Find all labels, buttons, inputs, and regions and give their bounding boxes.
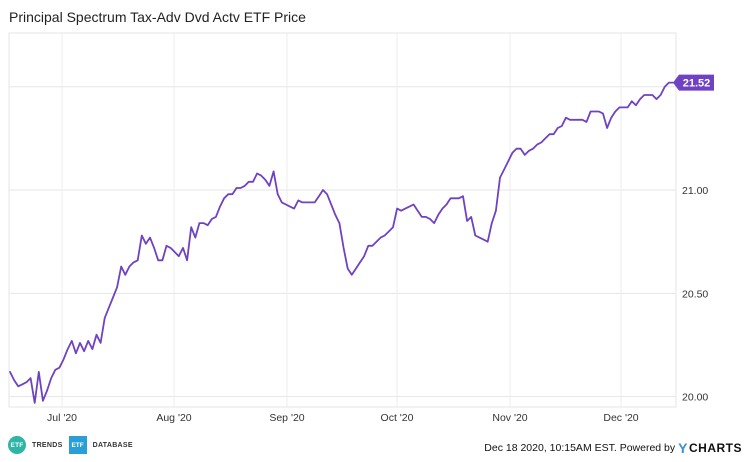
attribution: Dec 18 2020, 10:15AM EST. Powered by Y CH… [484,440,742,456]
grid-layer [8,32,677,408]
last-value-marker: 21.52 [673,74,714,91]
y-tick-label: 20.00 [682,392,708,404]
y-tick-label: 21.00 [682,185,708,197]
x-tick-label: Aug '20 [156,412,191,424]
ycharts-logo-y: Y [678,440,688,456]
chart-title: Principal Spectrum Tax-Adv Dvd Actv ETF … [9,9,306,25]
ycharts-logo[interactable]: Y CHARTS [678,440,742,456]
last-value-badge [673,74,714,91]
x-tick-label: Jul '20 [47,412,77,424]
x-tick-label: Oct '20 [381,412,414,424]
etf-trends-logos: ETF TRENDS ETF DATABASE [8,436,133,454]
etf-trends-logo-icon: ETF [8,436,26,454]
etf-trends-logo-text: TRENDS [32,441,63,449]
attribution-text: Dec 18 2020, 10:15AM EST. Powered by [484,442,676,454]
ycharts-logo-text: CHARTS [689,441,742,455]
etf-database-logo-icon: ETF [68,436,87,454]
x-tick-label: Sep '20 [269,412,304,424]
etf-database-logo-text: DATABASE [92,441,133,449]
x-tick-label: Dec '20 [603,412,638,424]
x-tick-label: Nov '20 [492,412,527,424]
price-line [9,81,674,404]
axis-layer: 20.00 20.50 21.00 Jul '20 Aug '20 Sep '20 Oct … [47,185,708,424]
y-tick-label: 20.50 [682,288,708,300]
last-value-text: 21.52 [683,78,711,90]
plot-frame [8,32,677,408]
